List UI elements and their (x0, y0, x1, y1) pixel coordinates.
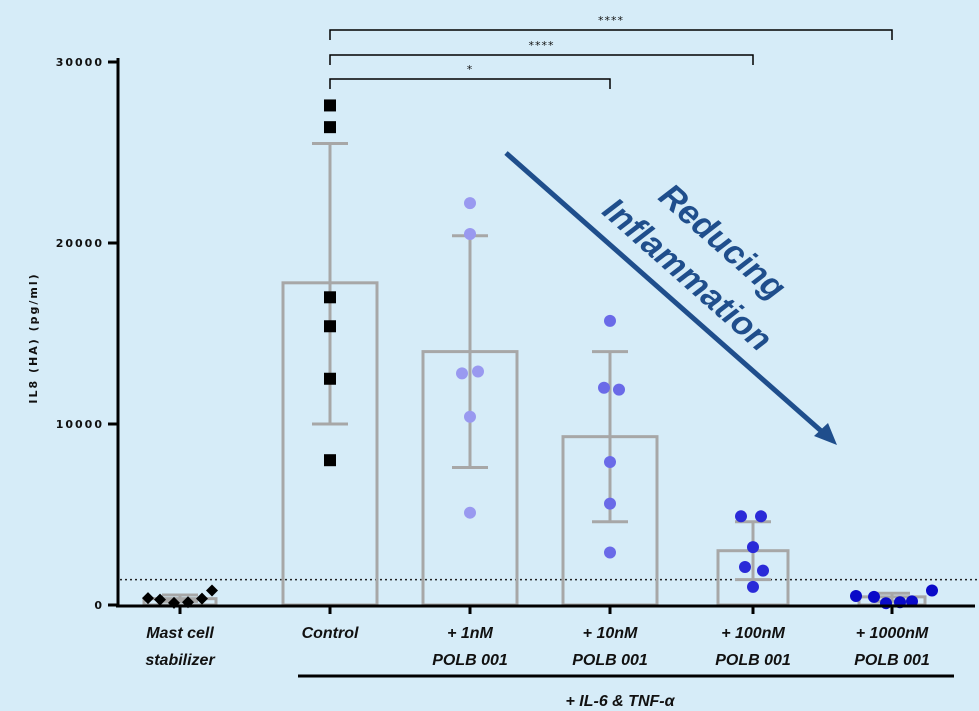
data-point (472, 365, 484, 378)
data-point (868, 590, 880, 603)
significance-bracket (329, 54, 754, 65)
data-point (324, 320, 336, 333)
category-label-line2: POLB 001 (854, 652, 930, 669)
category-label-line2: POLB 001 (572, 652, 648, 669)
data-point (464, 410, 476, 423)
significance-bracket (329, 29, 893, 40)
category-label: Mast cell (146, 625, 214, 642)
category-label: Control (302, 625, 359, 642)
category-label: + 10nM (583, 625, 638, 642)
significance-bracket (329, 78, 611, 89)
y-tick-label: 20000 (56, 237, 104, 250)
category-label: + 1nM (447, 625, 493, 642)
chart-marks: 0 10000 20000 30000 Mast cell stabilizer Contr… (56, 14, 979, 669)
data-point (324, 454, 336, 467)
data-point (613, 383, 625, 396)
data-point (464, 197, 476, 210)
data-point (142, 592, 154, 605)
data-point (324, 291, 336, 304)
significance-label: **** (529, 39, 555, 52)
data-point (926, 584, 938, 597)
category-label-line2: POLB 001 (715, 652, 791, 669)
data-point (755, 510, 767, 523)
data-point (739, 560, 751, 573)
data-point (604, 314, 616, 327)
data-point (456, 367, 468, 380)
data-point (598, 381, 610, 394)
data-point (747, 580, 759, 593)
data-point (464, 506, 476, 519)
data-point (604, 497, 616, 510)
data-point (196, 592, 208, 605)
data-point (906, 595, 918, 608)
y-axis-label: IL8 (HA) (pg/ml) (27, 272, 40, 403)
data-point (604, 456, 616, 469)
y-tick-label: 30000 (56, 56, 104, 69)
category-label-line2: POLB 001 (432, 652, 508, 669)
data-point (324, 372, 336, 385)
category-label-line2: stabilizer (145, 652, 215, 669)
data-point (604, 546, 616, 559)
data-point (324, 99, 336, 112)
treatment-label: + IL-6 & TNF-α (565, 693, 675, 710)
data-point (154, 593, 166, 606)
annotation-arrow (504, 151, 837, 445)
y-tick-label: 10000 (56, 418, 104, 431)
significance-label: * (467, 63, 474, 76)
data-point (464, 227, 476, 240)
data-point (747, 541, 759, 554)
category-label: + 1000nM (856, 625, 929, 642)
significance-label: **** (598, 14, 624, 27)
y-tick-label: 0 (94, 599, 104, 612)
data-point (735, 510, 747, 523)
category-label: + 100nM (721, 625, 785, 642)
data-point (206, 584, 218, 597)
data-point (757, 564, 769, 577)
data-point (324, 121, 336, 134)
data-point (850, 589, 862, 602)
